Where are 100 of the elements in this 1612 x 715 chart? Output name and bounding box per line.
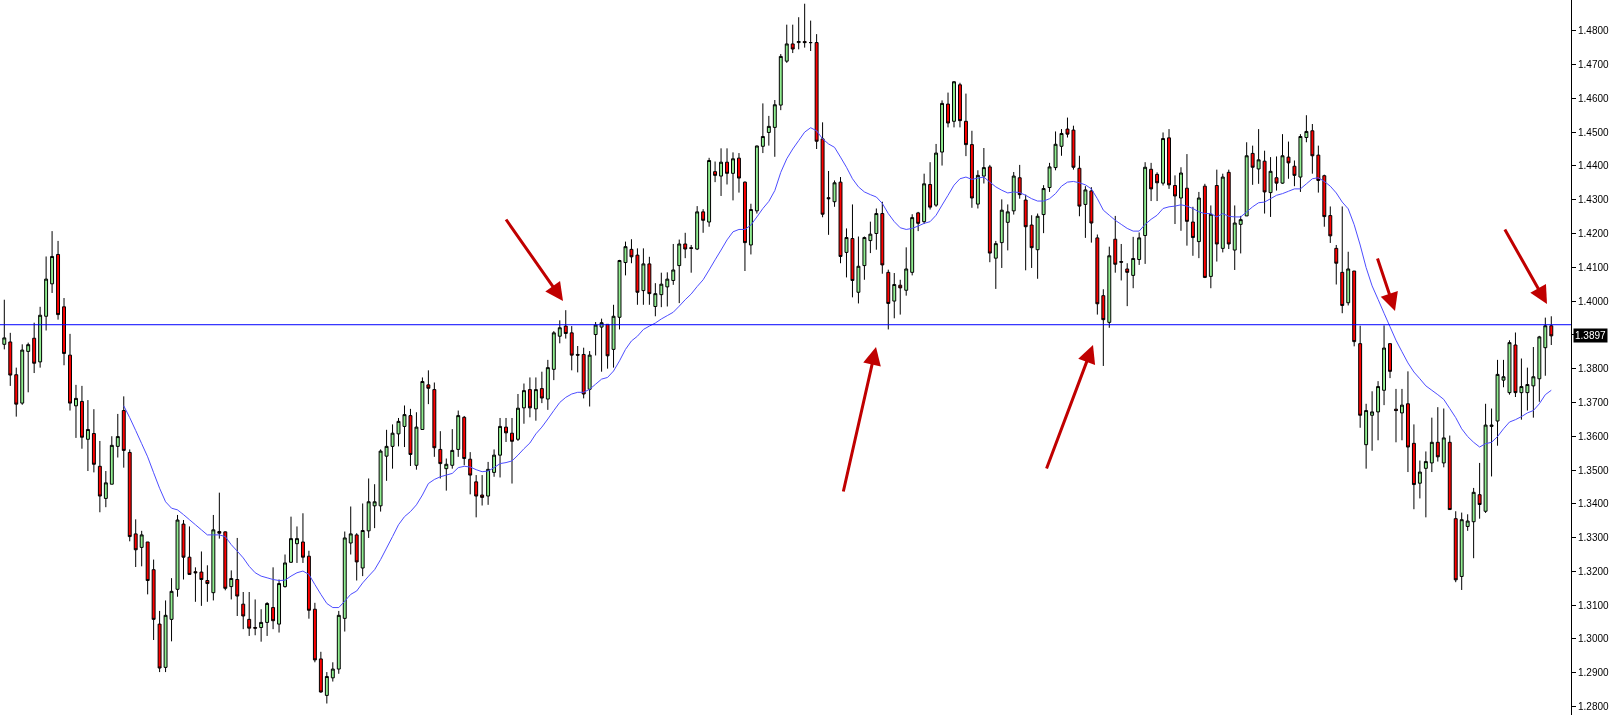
candlestick (737, 152, 741, 194)
candlestick (97, 440, 102, 513)
y-tick-label: 1.2900 (1578, 667, 1610, 679)
candlestick (1465, 513, 1470, 532)
candlestick (1011, 171, 1016, 216)
candlestick (139, 530, 144, 567)
candlestick (1107, 246, 1112, 329)
candlestick (1029, 214, 1034, 269)
candlestick (808, 20, 813, 52)
candlestick (253, 598, 258, 636)
candlestick (498, 417, 503, 478)
y-tick-label: 1.4000 (1578, 295, 1610, 307)
candlestick (551, 330, 556, 381)
candlestick (1244, 141, 1249, 217)
candlestick (1328, 205, 1333, 244)
candlestick (898, 279, 903, 316)
candlestick (689, 244, 694, 274)
candlestick (516, 393, 520, 442)
candlestick (1184, 153, 1189, 247)
candlestick (438, 430, 443, 479)
candlestick (784, 24, 789, 64)
candlestick (1322, 174, 1327, 228)
candlestick (1382, 324, 1387, 406)
candlestick (1423, 450, 1428, 518)
candlestick (342, 531, 347, 633)
candlestick (581, 347, 586, 399)
candlestick (1400, 388, 1404, 441)
candlestick (1549, 315, 1554, 346)
candlestick (754, 145, 759, 215)
candlestick (444, 458, 449, 492)
y-tick-label: 1.3700 (1578, 396, 1610, 408)
y-tick-label: 1.4500 (1578, 126, 1610, 138)
candlestick (74, 384, 78, 439)
candlestick (235, 537, 240, 617)
candlestick (14, 367, 19, 418)
candlestick (665, 271, 670, 307)
candlestick (778, 53, 783, 111)
candlestick (450, 428, 455, 470)
candlestick (1417, 460, 1422, 499)
candlestick (79, 385, 84, 450)
candlestick (115, 413, 120, 459)
candlestick (462, 415, 467, 466)
candlestick (44, 255, 49, 331)
candlestick (1041, 184, 1046, 234)
candlestick (300, 512, 305, 564)
candlestick (480, 474, 485, 506)
candlestick (946, 92, 950, 128)
candlestick (217, 492, 222, 540)
y-tick-label: 1.3300 (1578, 532, 1610, 544)
candlestick (928, 161, 933, 210)
candlestick (1137, 231, 1142, 266)
candlestick (318, 651, 323, 694)
candlestick (1429, 417, 1434, 473)
candlestick (241, 591, 246, 630)
candlestick (1167, 128, 1171, 190)
candlestick (713, 161, 718, 183)
candlestick (330, 661, 335, 683)
candlestick (1334, 244, 1339, 286)
candlestick (1155, 171, 1160, 202)
candlestick (1238, 215, 1243, 254)
y-tick-label: 1.4800 (1578, 25, 1610, 37)
candlestick (772, 99, 777, 158)
candlestick (575, 345, 580, 373)
candlestick (1441, 408, 1446, 468)
candlestick (1035, 213, 1040, 280)
candlestick (223, 531, 228, 591)
y-tick-label: 1.4200 (1578, 227, 1610, 239)
candlestick (1388, 343, 1392, 379)
candlestick (360, 502, 365, 577)
candlestick (1190, 206, 1195, 257)
candlestick (999, 198, 1004, 269)
candlestick (981, 147, 986, 184)
text: 1.3897 (1575, 330, 1607, 341)
candlestick (259, 608, 264, 643)
candlestick (1394, 388, 1398, 443)
y-tick-label: 1.3000 (1578, 633, 1610, 645)
y-tick-label: 1.4600 (1578, 92, 1610, 104)
candlestick (993, 240, 998, 290)
y-tick-label: 1.3400 (1578, 498, 1610, 510)
candlestick (707, 157, 712, 228)
candlestick (492, 448, 497, 478)
candlestick (1543, 317, 1548, 377)
candlestick (336, 610, 341, 675)
candlestick (247, 591, 252, 637)
candlestick (1131, 236, 1136, 289)
candlestick (205, 564, 210, 603)
candlestick (766, 115, 771, 147)
candlestick (671, 243, 676, 286)
candlestick (1447, 435, 1452, 511)
candlestick (432, 382, 437, 458)
candlestick (922, 173, 927, 225)
candlestick (32, 322, 37, 374)
candlestick (569, 325, 574, 371)
candlestick (1370, 390, 1375, 452)
candlestick (68, 333, 72, 412)
y-tick-label: 1.3800 (1578, 363, 1610, 375)
candlestick (748, 203, 753, 255)
candlestick (133, 518, 138, 568)
candlestick (468, 451, 473, 495)
candlestick (486, 461, 491, 506)
